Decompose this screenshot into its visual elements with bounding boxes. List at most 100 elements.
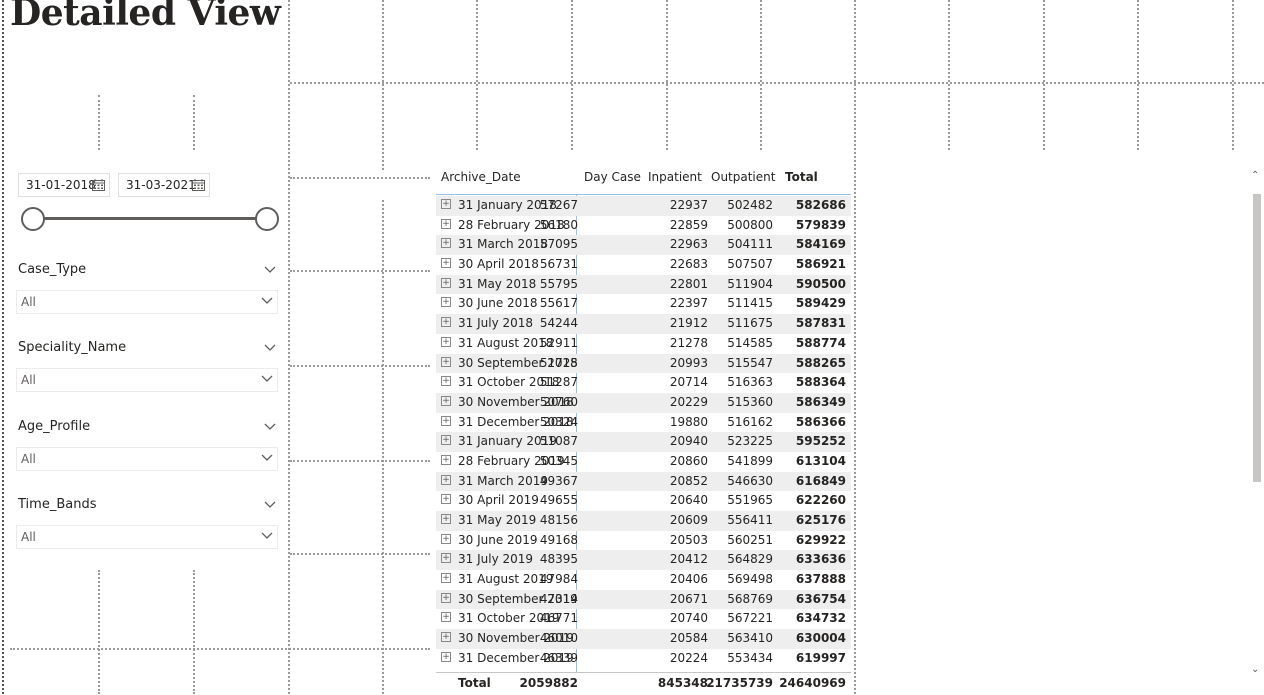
expand-plus-icon[interactable]: + bbox=[441, 454, 451, 465]
expand-plus-icon[interactable]: + bbox=[441, 435, 451, 446]
expand-plus-icon[interactable]: + bbox=[441, 376, 451, 387]
expand-plus-icon[interactable]: + bbox=[441, 238, 451, 249]
slicer-header[interactable]: Case_Type bbox=[16, 262, 278, 282]
slicer-header[interactable]: Speciality_Name bbox=[16, 340, 278, 360]
age-profile-dropdown[interactable]: All bbox=[16, 447, 278, 471]
expand-plus-icon[interactable]: + bbox=[441, 494, 451, 505]
speciality-name-dropdown[interactable]: All bbox=[16, 368, 278, 392]
table-row[interactable]: +31 January 2018 57267 22937 502482 582686 bbox=[436, 196, 851, 216]
chevron-down-icon[interactable] bbox=[261, 532, 273, 540]
table-row[interactable]: +31 October 2019 46771 20740 567221 634732 bbox=[436, 609, 851, 629]
table-row[interactable]: +31 May 2018 55795 22801 511904 590500 bbox=[436, 274, 851, 295]
chevron-down-icon[interactable] bbox=[261, 454, 273, 462]
expand-plus-icon[interactable]: + bbox=[441, 277, 451, 288]
chevron-down-icon[interactable] bbox=[264, 266, 276, 274]
grid-line bbox=[948, 0, 950, 150]
expand-plus-icon[interactable]: + bbox=[441, 258, 451, 269]
row-day-case: 50345 bbox=[539, 453, 578, 468]
column-header-day-case[interactable]: Day Case bbox=[584, 170, 641, 184]
table-row[interactable]: +30 April 2019 49655 20640 551965 622260 bbox=[436, 491, 851, 511]
grid-line bbox=[290, 553, 430, 555]
date-range-start-handle[interactable] bbox=[21, 207, 45, 231]
row-date: 30 June 2019 bbox=[458, 532, 538, 547]
row-outpatient: 568769 bbox=[727, 591, 773, 606]
expand-plus-icon[interactable]: + bbox=[441, 533, 451, 544]
table-row[interactable]: +30 November 2018 50760 20229 515360 586349 bbox=[436, 392, 851, 413]
chevron-down-icon[interactable] bbox=[264, 501, 276, 509]
expand-plus-icon[interactable]: + bbox=[441, 474, 451, 485]
table-row[interactable]: +31 August 2019 47984 20406 569498 637888 bbox=[436, 570, 851, 590]
table-row[interactable]: +31 May 2019 48156 20609 556411 625176 bbox=[436, 511, 851, 531]
table-row[interactable]: +30 April 2018 56731 22683 507507 586921 bbox=[436, 255, 851, 275]
scroll-thumb[interactable] bbox=[1253, 194, 1261, 482]
column-header-outpatient[interactable]: Outpatient bbox=[711, 170, 776, 184]
expand-plus-icon[interactable]: + bbox=[441, 651, 451, 662]
scroll-up-icon[interactable]: ⌃ bbox=[1251, 170, 1260, 181]
table-row[interactable]: +31 July 2018 54244 21912 511675 587831 bbox=[436, 314, 851, 334]
chevron-down-icon[interactable] bbox=[261, 297, 273, 305]
table-row[interactable]: +30 November 2019 46010 20584 563410 630004 bbox=[436, 629, 851, 649]
column-header-inpatient[interactable]: Inpatient bbox=[648, 170, 702, 184]
expand-plus-icon[interactable]: + bbox=[441, 356, 451, 367]
scroll-down-icon[interactable]: ⌄ bbox=[1251, 664, 1260, 675]
chevron-down-icon[interactable] bbox=[264, 344, 276, 352]
expand-plus-icon[interactable]: + bbox=[441, 199, 451, 209]
table-row[interactable]: +31 December 2018 50324 19880 516162 586366 bbox=[436, 413, 851, 433]
table-row[interactable]: +31 December 2019 46339 20224 553434 619997 bbox=[436, 649, 851, 669]
case-type-dropdown[interactable]: All bbox=[16, 290, 278, 314]
row-inpatient: 20940 bbox=[669, 434, 708, 449]
row-date: 31 July 2019 bbox=[458, 552, 534, 567]
start-date-value: 31-01-2018 bbox=[26, 178, 96, 192]
expand-plus-icon[interactable]: + bbox=[441, 514, 451, 524]
matrix-table: Archive_Date Day Case Inpatient Outpatie… bbox=[436, 167, 851, 695]
chevron-down-icon[interactable] bbox=[264, 423, 276, 431]
date-range-end-handle[interactable] bbox=[255, 207, 279, 231]
table-row[interactable]: +31 October 2018 51287 20714 516363 588364 bbox=[436, 373, 851, 393]
row-total: 637888 bbox=[795, 572, 846, 587]
table-row[interactable]: +31 March 2019 49367 20852 546630 616849 bbox=[436, 471, 851, 492]
column-header-total[interactable]: Total bbox=[785, 170, 818, 184]
table-row[interactable]: +31 August 2018 52911 21278 514585 588774 bbox=[436, 334, 851, 354]
slicer-header[interactable]: Age_Profile bbox=[16, 419, 278, 439]
expand-plus-icon[interactable]: + bbox=[441, 297, 451, 308]
row-date: 31 August 2019 bbox=[458, 572, 554, 587]
row-date: 31 July 2018 bbox=[458, 316, 534, 331]
table-row[interactable]: +31 March 2018 57095 22963 504111 584169 bbox=[436, 235, 851, 256]
table-row[interactable]: +30 September 2018 51725 20993 515547 588265 bbox=[436, 353, 851, 374]
expand-plus-icon[interactable]: + bbox=[441, 395, 451, 406]
row-total: 590500 bbox=[795, 276, 846, 291]
expand-plus-icon[interactable]: + bbox=[441, 632, 451, 643]
expand-plus-icon[interactable]: + bbox=[441, 553, 451, 564]
calendar-icon[interactable] bbox=[92, 179, 105, 191]
end-date-input[interactable]: 31-03-2021 bbox=[118, 173, 210, 197]
table-row[interactable]: +31 January 2019 51087 20940 523225 595252 bbox=[436, 432, 851, 452]
table-row[interactable]: +30 June 2018 55617 22397 511415 589429 bbox=[436, 294, 851, 314]
column-header-archive-date[interactable]: Archive_Date bbox=[441, 170, 521, 184]
row-inpatient: 20640 bbox=[669, 493, 708, 508]
calendar-icon[interactable] bbox=[192, 179, 205, 191]
expand-plus-icon[interactable]: + bbox=[441, 218, 451, 229]
chevron-down-icon[interactable] bbox=[261, 375, 273, 383]
slicer-header[interactable]: Time_Bands bbox=[16, 497, 278, 517]
expand-plus-icon[interactable]: + bbox=[441, 336, 451, 347]
row-outpatient: 556411 bbox=[727, 513, 773, 527]
expand-plus-icon[interactable]: + bbox=[441, 592, 451, 603]
expand-plus-icon[interactable]: + bbox=[441, 573, 451, 584]
table-row[interactable]: +28 February 2019 50345 20860 541899 613104 bbox=[436, 452, 851, 472]
row-outpatient: 563410 bbox=[727, 631, 773, 646]
start-date-input[interactable]: 31-01-2018 bbox=[18, 173, 110, 197]
row-day-case: 51287 bbox=[539, 375, 578, 390]
row-day-case: 51087 bbox=[539, 434, 578, 449]
time-bands-dropdown[interactable]: All bbox=[16, 525, 278, 549]
row-outpatient: 511415 bbox=[727, 296, 773, 311]
table-row[interactable]: +31 July 2019 48395 20412 564829 633636 bbox=[436, 550, 851, 571]
table-row[interactable]: +28 February 2018 56180 22859 500800 579839 bbox=[436, 216, 851, 236]
date-range-slider-track[interactable] bbox=[32, 217, 268, 220]
vertical-scrollbar[interactable]: ⌃ ⌄ bbox=[1250, 168, 1264, 680]
table-row[interactable]: +30 June 2019 49168 20503 560251 629922 bbox=[436, 531, 851, 551]
expand-plus-icon[interactable]: + bbox=[441, 317, 451, 328]
table-row[interactable]: +30 September 2019 47314 20671 568769 636754 bbox=[436, 589, 851, 610]
expand-plus-icon[interactable]: + bbox=[441, 612, 451, 623]
grid-line bbox=[290, 270, 430, 272]
expand-plus-icon[interactable]: + bbox=[441, 415, 451, 426]
